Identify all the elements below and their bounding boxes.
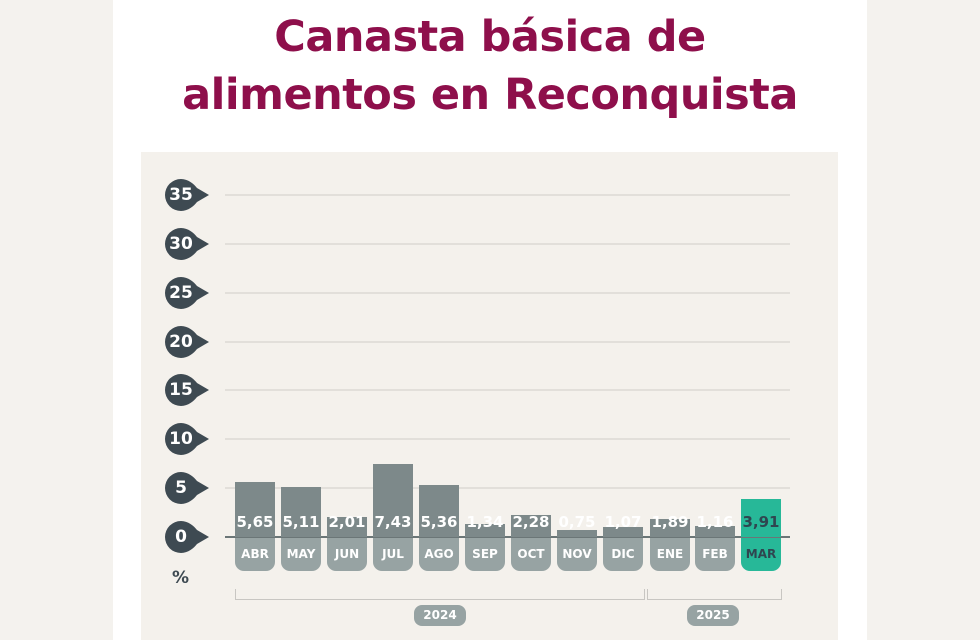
month-label-sep: SEP	[465, 538, 505, 571]
bar-jun	[327, 517, 367, 537]
y-tick-label: 30	[169, 233, 193, 254]
bar-may	[281, 487, 321, 537]
bar-value-label: 1,89	[651, 513, 689, 531]
year-label-2024: 2024	[414, 605, 466, 626]
bar-value-label: 2,28	[512, 513, 550, 531]
gridline	[225, 438, 790, 441]
month-label-may: MAY	[281, 538, 321, 571]
bar-nov	[557, 529, 597, 537]
y-axis-unit: %	[172, 568, 190, 588]
y-tick-label: 15	[169, 380, 193, 401]
y-tick-badge: 0	[164, 521, 209, 553]
bar-jul	[373, 464, 413, 537]
bar-ene	[650, 518, 690, 537]
month-label-feb: FEB	[695, 538, 735, 571]
y-tick-label: 25	[169, 282, 193, 303]
gridline	[225, 194, 790, 196]
month-label-mar: MAR	[741, 538, 781, 571]
month-label-oct: OCT	[511, 538, 551, 571]
y-tick-badge: 15	[164, 374, 209, 407]
bar-value-label: 1,07	[604, 513, 642, 531]
month-label-jul: JUL	[373, 538, 413, 571]
bar-oct	[511, 514, 551, 537]
month-label-ago: AGO	[419, 538, 459, 571]
bar-value-label: 7,43	[374, 513, 412, 531]
bar-value-label: 1,16	[696, 513, 734, 531]
gridline	[225, 389, 790, 392]
title-line-2: alimentos en Reconquista	[182, 70, 798, 120]
month-label-nov: NOV	[557, 538, 597, 571]
tick-pointer-icon	[165, 179, 209, 211]
y-tick-badge: 10	[164, 423, 209, 456]
month-label-jun: JUN	[327, 538, 367, 571]
bar-dic	[603, 526, 643, 537]
y-tick-badge: 30	[164, 227, 209, 260]
bar-value-label: 3,91	[742, 513, 780, 531]
bar-value-label: 0,75	[558, 513, 596, 531]
tick-pointer-icon	[165, 276, 209, 309]
tick-pointer-icon	[165, 325, 209, 358]
tick-pointer-icon	[165, 472, 209, 505]
y-tick-badge: 35	[164, 179, 209, 211]
y-tick-badge: 5	[164, 472, 209, 505]
bar-ago	[419, 484, 459, 537]
bar-feb	[695, 525, 735, 537]
tick-pointer-icon	[165, 227, 209, 260]
y-tick-label: 35	[169, 185, 193, 205]
gridline	[225, 487, 790, 490]
y-tick-badge: 25	[164, 276, 209, 309]
baseline	[225, 536, 790, 538]
year-bracket-2024	[235, 589, 645, 600]
title-line-1: Canasta básica de	[274, 12, 706, 62]
chart-title: Canasta básica de alimentos en Reconquis…	[0, 8, 980, 124]
bar-mar	[741, 498, 781, 537]
y-tick-label: 0	[175, 527, 187, 547]
bar-abr	[235, 481, 275, 537]
bar-value-label: 2,01	[328, 513, 366, 531]
bar-value-label: 5,11	[282, 513, 320, 531]
tick-pointer-icon	[165, 374, 209, 407]
month-label-ene: ENE	[650, 538, 690, 571]
bar-value-label: 5,36	[420, 513, 458, 531]
year-bracket-2025	[647, 589, 782, 600]
bar-value-label: 5,65	[236, 513, 274, 531]
bar-value-label: 1,34	[466, 513, 504, 531]
y-tick-label: 5	[175, 478, 187, 499]
month-label-abr: ABR	[235, 538, 275, 571]
gridline	[225, 242, 790, 245]
gridline	[225, 340, 790, 343]
y-tick-label: 20	[169, 331, 193, 352]
tick-pointer-icon	[165, 521, 209, 553]
year-label-2025: 2025	[687, 605, 739, 626]
gridline	[225, 291, 790, 294]
y-tick-label: 10	[169, 429, 193, 450]
bar-sep	[465, 523, 505, 537]
tick-pointer-icon	[165, 423, 209, 456]
month-label-dic: DIC	[603, 538, 643, 571]
y-tick-badge: 20	[164, 325, 209, 358]
